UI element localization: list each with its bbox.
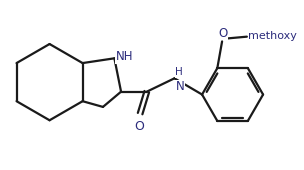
Text: H: H (175, 67, 183, 77)
Text: methoxy: methoxy (248, 31, 297, 41)
Text: O: O (134, 120, 144, 133)
Text: N: N (175, 80, 184, 93)
Text: NH: NH (116, 50, 134, 63)
Text: O: O (218, 27, 228, 39)
